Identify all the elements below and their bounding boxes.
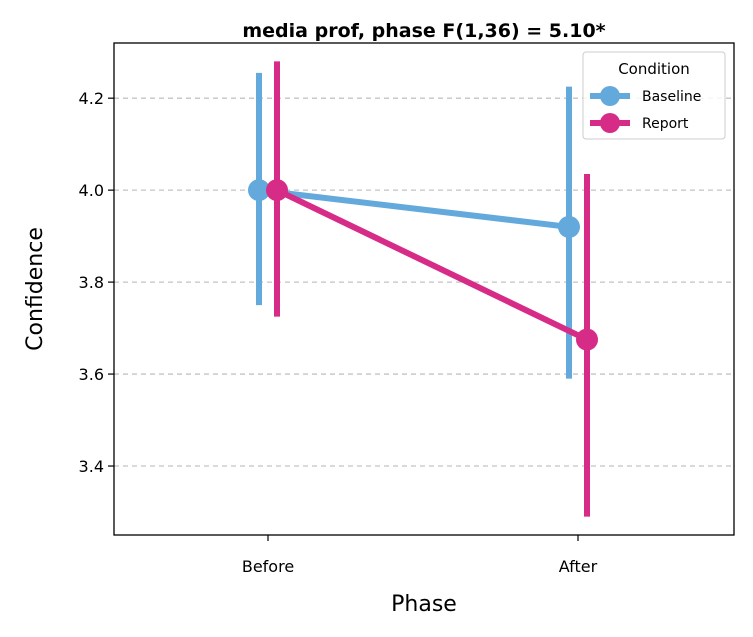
- data-point: [266, 179, 288, 202]
- plot-frame: [113, 42, 735, 536]
- chart-title: media prof, phase F(1,36) = 5.10*: [242, 20, 605, 42]
- y-tick-label: 4.0: [79, 181, 104, 200]
- x-tick-label: Before: [242, 557, 294, 576]
- grid-lines: [114, 97, 734, 467]
- legend-swatch-marker: [600, 113, 620, 133]
- y-tick-label: 3.8: [79, 273, 104, 292]
- y-axis-label: Confidence: [23, 227, 48, 351]
- x-tick-label: After: [559, 557, 598, 576]
- y-tick-label: 3.4: [79, 457, 104, 476]
- legend: Condition Baseline Report: [582, 51, 726, 140]
- series-baseline: [248, 72, 580, 379]
- legend-title: Condition: [618, 60, 690, 78]
- series-line: [275, 187, 589, 343]
- series-report: [266, 61, 598, 517]
- y-tick-label: 3.6: [79, 365, 104, 384]
- legend-box: [582, 51, 726, 140]
- legend-label: Report: [642, 116, 689, 132]
- data-point: [248, 179, 270, 202]
- legend-swatch-marker: [600, 86, 620, 106]
- legend-label: Baseline: [642, 89, 701, 105]
- data-point: [558, 215, 580, 238]
- x-axis-label: Phase: [391, 592, 457, 617]
- y-tick-label: 4.2: [79, 89, 104, 108]
- series-layer: [248, 61, 598, 517]
- series-line: [258, 187, 570, 230]
- ticks: 3.4 3.6 3.8 4.0 4.2 Before After: [79, 89, 598, 576]
- data-point: [576, 328, 598, 351]
